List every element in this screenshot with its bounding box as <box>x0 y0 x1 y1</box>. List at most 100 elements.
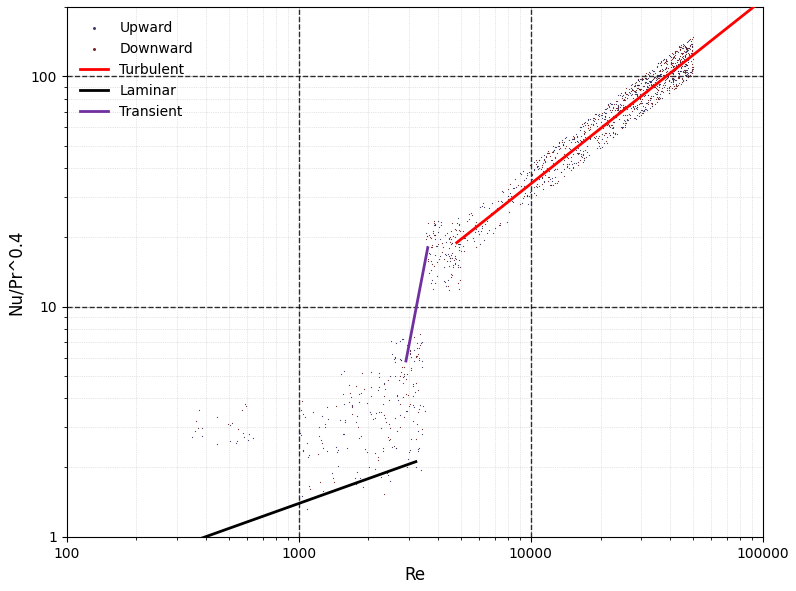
Downward <box>660 83 673 92</box>
Upward <box>365 391 377 400</box>
Upward <box>501 191 514 201</box>
Downward <box>545 180 558 190</box>
Upward <box>496 186 509 196</box>
Downward <box>412 349 424 359</box>
Upward <box>318 420 331 429</box>
Upward <box>630 83 643 93</box>
Upward <box>684 41 696 50</box>
Downward <box>515 181 528 190</box>
Downward <box>616 91 629 100</box>
Upward <box>662 72 675 82</box>
Upward <box>404 349 416 358</box>
Upward <box>679 61 692 70</box>
Upward <box>648 73 661 82</box>
Upward <box>663 88 676 98</box>
Downward <box>531 161 544 170</box>
Downward <box>671 61 684 71</box>
Upward <box>617 104 630 113</box>
Downward <box>343 388 356 398</box>
Downward <box>388 371 401 381</box>
Upward <box>412 426 424 436</box>
Upward <box>635 78 648 87</box>
Laminar <box>411 458 420 465</box>
Upward <box>306 407 319 417</box>
Downward <box>382 395 395 405</box>
Downward <box>653 94 665 103</box>
Downward <box>607 122 619 132</box>
Downward <box>641 99 654 108</box>
Downward <box>431 239 444 249</box>
Upward <box>468 236 481 245</box>
Upward <box>506 197 519 207</box>
Downward <box>656 70 669 79</box>
Downward <box>442 281 455 291</box>
Upward <box>295 405 307 415</box>
Downward <box>631 80 644 90</box>
Downward <box>388 441 400 451</box>
Upward <box>640 105 653 115</box>
Downward <box>665 59 677 69</box>
Upward <box>506 183 519 193</box>
Upward <box>654 72 666 81</box>
Downward <box>425 259 438 268</box>
Upward <box>631 75 644 85</box>
Upward <box>671 47 684 57</box>
Upward <box>537 158 549 168</box>
Upward <box>509 174 521 184</box>
Upward <box>294 428 306 438</box>
Downward <box>411 343 423 353</box>
Downward <box>667 52 680 61</box>
Downward <box>472 229 485 239</box>
Upward <box>600 115 613 124</box>
Downward <box>637 101 650 111</box>
Downward <box>572 160 584 170</box>
Upward <box>377 399 389 408</box>
Upward <box>611 103 623 112</box>
Downward <box>650 74 663 84</box>
Upward <box>224 420 237 429</box>
Upward <box>434 234 447 243</box>
Downward <box>400 375 413 384</box>
Upward <box>632 84 645 93</box>
Upward <box>388 355 400 364</box>
Upward <box>646 80 659 90</box>
Downward <box>575 150 587 159</box>
Downward <box>346 402 359 412</box>
Upward <box>577 147 590 156</box>
Downward <box>660 59 673 68</box>
Upward <box>492 220 505 229</box>
Upward <box>656 64 669 74</box>
Upward <box>647 67 660 76</box>
Downward <box>650 94 662 103</box>
Downward <box>452 219 465 229</box>
Downward <box>667 70 680 79</box>
Downward <box>361 447 373 456</box>
Downward <box>416 424 428 434</box>
Downward <box>622 109 635 119</box>
Downward <box>515 170 528 179</box>
Upward <box>517 181 530 190</box>
Downward <box>575 151 587 161</box>
Upward <box>682 55 695 64</box>
Downward <box>435 247 448 256</box>
Downward <box>670 63 683 73</box>
Downward <box>623 85 636 94</box>
Upward <box>230 439 243 448</box>
Downward <box>626 100 639 109</box>
Upward <box>295 491 308 501</box>
Upward <box>677 55 690 64</box>
Upward <box>618 120 631 129</box>
Upward <box>441 249 454 259</box>
Downward <box>664 71 677 80</box>
Downward <box>590 109 603 118</box>
Upward <box>549 142 562 152</box>
Upward <box>595 134 608 144</box>
Downward <box>604 131 617 140</box>
Downward <box>679 67 692 76</box>
Downward <box>674 51 687 61</box>
Upward <box>428 221 441 230</box>
Downward <box>615 93 628 103</box>
Upward <box>444 256 457 266</box>
Downward <box>667 64 680 73</box>
Upward <box>599 111 612 121</box>
